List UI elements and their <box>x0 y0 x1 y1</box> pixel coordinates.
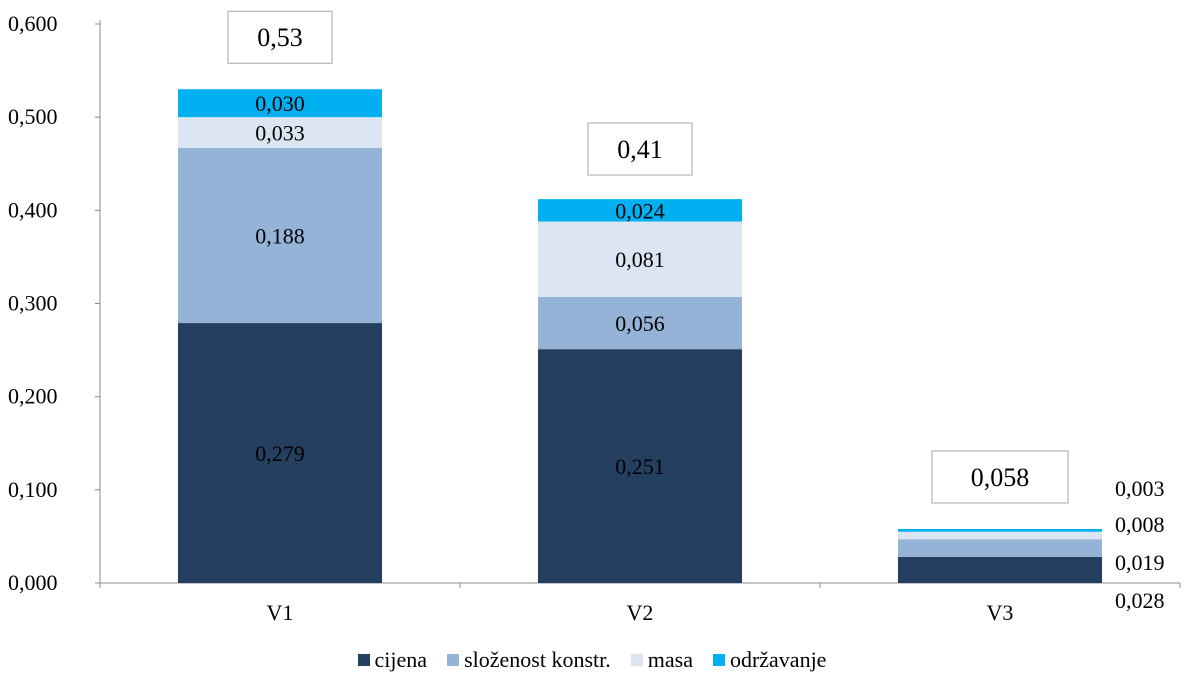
data-label: 0,028 <box>1115 588 1165 613</box>
chart-legend: cijena složenost konstr. masa održavanje <box>0 640 1184 680</box>
data-label: 0,056 <box>615 311 665 336</box>
bar-segment-V3-0 <box>898 556 1102 583</box>
x-tick-label: V3 <box>987 600 1014 625</box>
bar-segment-V2-0 <box>538 349 742 583</box>
legend-label: masa <box>647 647 693 672</box>
y-tick-label: 0,600 <box>8 11 58 36</box>
y-tick-label: 0,500 <box>8 104 58 129</box>
total-label: 0,058 <box>971 463 1030 492</box>
data-label: 0,024 <box>615 198 665 223</box>
legend-label: složenost konstr. <box>464 647 611 672</box>
x-tick-label: V1 <box>267 600 294 625</box>
legend-item: cijena <box>357 647 428 673</box>
legend-item: složenost konstr. <box>447 647 611 673</box>
legend-item: održavanje <box>712 647 827 673</box>
y-tick-label: 0,100 <box>8 477 58 502</box>
y-tick-label: 0,000 <box>8 570 58 595</box>
x-tick-label: V2 <box>627 600 654 625</box>
bar-segment-V1-1 <box>178 147 382 324</box>
data-label: 0,081 <box>615 247 665 272</box>
total-label-box <box>587 122 693 176</box>
data-label: 0,279 <box>255 441 305 466</box>
data-label: 0,008 <box>1115 512 1165 537</box>
bar-segment-V3-3 <box>898 528 1102 532</box>
legend-swatch <box>630 654 643 666</box>
bar-segment-V2-2 <box>538 221 742 297</box>
legend-swatch <box>357 654 370 666</box>
total-label: 0,53 <box>257 23 303 52</box>
legend-swatch <box>447 654 460 666</box>
total-label: 0,41 <box>617 135 663 164</box>
stacked-bar-chart: 0,000 0,100 0,200 0,300 0,400 0,500 0,600 V1 V2 V… <box>8 10 1181 625</box>
bar-segment-V1-3 <box>178 89 382 118</box>
y-tick-label: 0,400 <box>8 197 58 222</box>
bar-segment-V3-2 <box>898 531 1102 540</box>
data-label: 0,030 <box>255 91 305 116</box>
data-label: 0,251 <box>615 454 665 479</box>
data-label: 0,003 <box>1115 476 1165 501</box>
legend-label: održavanje <box>729 647 827 672</box>
y-tick-label: 0,300 <box>8 291 58 316</box>
bar-segment-V2-1 <box>538 296 742 350</box>
data-label: 0,019 <box>1115 550 1165 575</box>
bar-segment-V3-1 <box>898 539 1102 557</box>
y-tick-label: 0,200 <box>8 384 58 409</box>
bar-segment-V1-2 <box>178 117 382 148</box>
total-label-box <box>227 10 333 64</box>
bar-segment-V2-3 <box>538 199 742 222</box>
legend-swatch <box>712 654 725 666</box>
data-label: 0,033 <box>255 121 305 146</box>
total-label-box <box>931 450 1069 504</box>
bar-segment-V1-0 <box>178 323 382 583</box>
data-label: 0,188 <box>255 223 305 248</box>
legend-label: cijena <box>374 647 428 672</box>
legend-item: masa <box>630 647 693 673</box>
